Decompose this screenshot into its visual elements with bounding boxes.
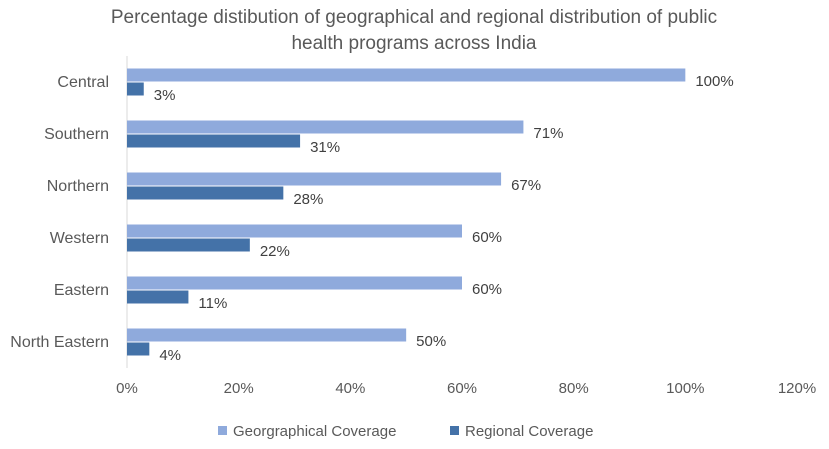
bar-regional: [127, 290, 189, 304]
data-label-geographical: 50%: [416, 333, 446, 350]
chart-title-line-2: health programs across India: [291, 33, 536, 54]
bar-geographical: [127, 328, 407, 342]
data-label-regional: 28%: [293, 191, 323, 208]
x-tick-label: 80%: [559, 380, 589, 397]
category-label: Northern: [47, 178, 109, 195]
legend-label-geographical: Georgraphical Coverage: [233, 423, 396, 440]
data-label-regional: 11%: [198, 295, 227, 312]
bar-regional: [127, 238, 250, 252]
data-label-geographical: 60%: [472, 229, 502, 246]
bar-geographical: [127, 224, 462, 238]
bar-regional: [127, 82, 144, 96]
legend: Georgraphical Coverage Regional Coverage: [218, 423, 593, 440]
category-label: Central: [57, 74, 109, 91]
x-tick-label: 20%: [224, 380, 254, 397]
legend-swatch-geographical: [218, 426, 227, 435]
x-tick-label: 40%: [335, 380, 365, 397]
category-label: Eastern: [54, 282, 109, 299]
data-label-regional: 22%: [260, 243, 290, 260]
data-label-regional: 3%: [154, 87, 176, 104]
legend-label-regional: Regional Coverage: [465, 423, 593, 440]
category-label: Western: [50, 230, 109, 247]
legend-swatch-regional: [450, 426, 459, 435]
category-label: Southern: [44, 126, 109, 143]
x-tick-label: 120%: [778, 380, 816, 397]
data-label-geographical: 100%: [695, 73, 733, 90]
bar-geographical: [127, 276, 462, 290]
bar-regional: [127, 186, 284, 200]
bar-geographical: [127, 120, 524, 134]
data-label-regional: 4%: [159, 347, 181, 364]
bar-geographical: [127, 68, 686, 82]
bar-regional: [127, 342, 150, 356]
data-label-geographical: 71%: [533, 125, 563, 142]
chart-title-line-1: Percentage distibution of geographical a…: [111, 7, 717, 28]
data-label-geographical: 60%: [472, 281, 502, 298]
bar-regional: [127, 134, 301, 148]
plot-area: Central 100% 3% Southern 71% 31% Northern 67% 28…: [10, 56, 816, 397]
x-tick-label: 60%: [447, 380, 477, 397]
bar-geographical: [127, 172, 502, 186]
data-label-geographical: 67%: [511, 177, 541, 194]
category-label: North Eastern: [10, 334, 109, 351]
data-label-regional: 31%: [310, 139, 340, 156]
x-tick-label: 100%: [666, 380, 704, 397]
x-tick-label: 0%: [116, 380, 138, 397]
chart-title: Percentage distibution of geographical a…: [111, 7, 717, 54]
